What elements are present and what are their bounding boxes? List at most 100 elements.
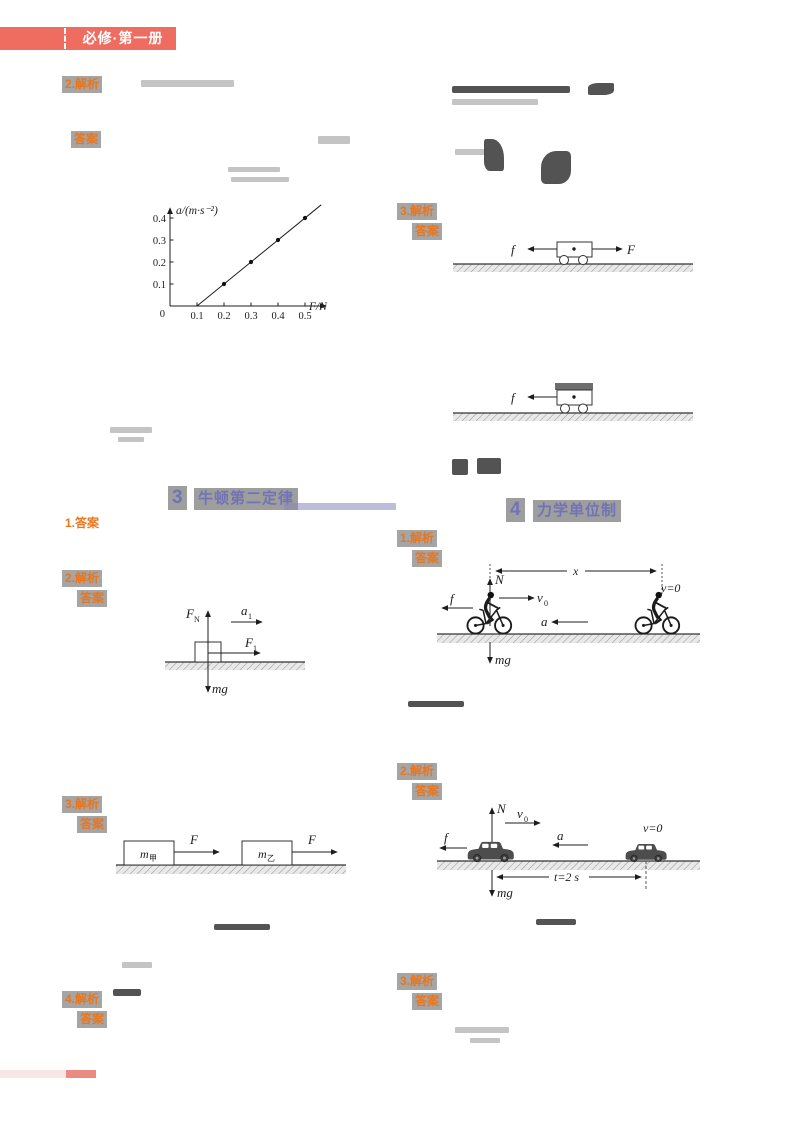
answer-badge-r3-line2: 答案 <box>412 783 443 800</box>
ground-hatch <box>116 865 346 874</box>
answer-badge-r4-line2: 答案 <box>412 993 443 1010</box>
label-FN: F <box>185 606 195 621</box>
faded-caption-fragment <box>408 701 464 707</box>
car-brake-diagram: N v 0 f a v=0 t=2 s mg <box>437 801 700 900</box>
answer-badge-l4-line1: 2.解析 <box>62 570 103 587</box>
answer-badge-r2-line2: 答案 <box>412 550 443 567</box>
label-v0: v <box>537 590 543 605</box>
faded-text-fragment <box>318 136 350 144</box>
x-tick-label: 0.3 <box>244 311 257 322</box>
label-v-end: v=0 <box>643 821 662 835</box>
label-x: x <box>572 564 579 578</box>
ground-hatch <box>165 662 305 670</box>
block-yi <box>241 840 293 866</box>
label-mg: mg <box>495 652 511 667</box>
faded-figure <box>484 139 504 171</box>
faded-text-fragment <box>118 437 144 442</box>
label-v-end: v=0 <box>661 581 680 595</box>
label-f: f <box>511 242 517 257</box>
label-F: F <box>189 832 199 847</box>
faded-text-fragment <box>110 427 152 433</box>
car-figure <box>467 841 515 863</box>
cart-wheel <box>578 255 588 265</box>
section-4-number: 4 <box>506 498 525 522</box>
ground-hatch <box>437 634 700 643</box>
label-v0: v <box>517 806 523 821</box>
label-N: N <box>496 801 507 816</box>
data-point <box>248 259 254 265</box>
label-FN-sub: N <box>194 615 200 624</box>
label-m2-sub: 乙 <box>267 854 275 863</box>
label-m1: m <box>140 847 149 861</box>
data-point <box>302 215 308 221</box>
answer-badge-r2-line1: 1.解析 <box>397 530 438 547</box>
banner-dashed-divider <box>64 28 66 49</box>
faded-subtitle-fragment <box>284 503 396 510</box>
label-F: F <box>626 242 636 257</box>
cart-wheel <box>578 403 588 414</box>
answer-badge-l2: 答案 <box>71 131 102 148</box>
faded-caption-fragment <box>214 924 270 930</box>
answer-badge-l1: 2.解析 <box>62 76 103 93</box>
cart-decel-diagram: f <box>453 383 693 421</box>
faded-caption-fragment <box>536 919 576 925</box>
bike-brake-diagram: x N v 0 f a v=0 mg <box>437 564 700 667</box>
ground-hatch <box>437 861 700 870</box>
answer-badge-r1-line1: 3.解析 <box>397 203 438 220</box>
block-jia <box>123 840 175 866</box>
footer-page-tab <box>66 1070 96 1078</box>
block-push-diagram: F N a 1 F 1 mg <box>165 603 305 696</box>
label-f: f <box>444 830 450 845</box>
faded-figure <box>588 83 614 95</box>
x-tick-label: 0.2 <box>217 311 230 322</box>
label-f: f <box>511 390 517 405</box>
ground-hatch <box>453 413 693 421</box>
faded-text-fragment <box>455 1027 509 1033</box>
faded-text-fragment <box>141 80 234 87</box>
label-t: t=2 s <box>554 870 579 884</box>
label-a: a <box>557 828 564 843</box>
label-F1: F <box>244 635 254 650</box>
footer-bar <box>0 1070 96 1078</box>
data-point <box>221 281 227 287</box>
edition-banner: 必修·第一册 <box>0 27 176 50</box>
faded-text-fragment <box>228 167 280 172</box>
af-graph: 0.1 0.2 0.3 0.4 0.5 0.1 0.2 0.3 0.4 0 a/(m·s⁻²) F/N <box>153 204 328 322</box>
answer-badge-l6-line1: 4.解析 <box>62 991 103 1008</box>
y-tick-label: 0.4 <box>153 214 167 225</box>
label-F: F <box>307 832 317 847</box>
answer-badge-l4-line2: 答案 <box>77 590 108 607</box>
section-3-number: 3 <box>168 486 187 510</box>
cyclist-figure <box>633 590 681 636</box>
x-tick-label: 0.1 <box>190 311 203 322</box>
label-mg: mg <box>212 681 228 696</box>
answer-badge-r4-line1: 3.解析 <box>397 973 438 990</box>
faded-formula-fragment <box>113 989 141 996</box>
faded-formula-fragment <box>452 99 538 105</box>
label-a: a <box>541 614 548 629</box>
faded-figure <box>541 151 571 184</box>
answer-badge-l3: 1.答案 <box>65 516 100 530</box>
answer-badge-r3-line1: 2.解析 <box>397 763 438 780</box>
label-mg: mg <box>497 885 513 900</box>
label-a1: a <box>241 603 248 618</box>
cart-load <box>555 383 593 390</box>
cart-wheel <box>560 403 570 414</box>
y-tick-label: 0.2 <box>153 258 166 269</box>
x-tick-label: 0.4 <box>271 311 285 322</box>
origin-label: 0 <box>160 309 165 320</box>
y-tick-label: 0.1 <box>153 280 166 291</box>
section-3-title: 牛顿第二定律 <box>194 488 299 510</box>
faded-formula-fragment <box>452 86 570 93</box>
label-F1-sub: 1 <box>253 644 257 653</box>
label-m1-sub: 甲 <box>149 854 157 863</box>
two-blocks-diagram: m 甲 m 乙 F F <box>116 832 346 874</box>
answer-badge-r1-line2: 答案 <box>412 223 443 240</box>
label-N: N <box>494 572 505 587</box>
cart-wheel <box>559 255 569 265</box>
label-f: f <box>450 591 456 606</box>
x-tick-label: 0.5 <box>298 311 311 322</box>
label-m2: m <box>258 847 267 861</box>
y-tick-label: 0.3 <box>153 236 166 247</box>
